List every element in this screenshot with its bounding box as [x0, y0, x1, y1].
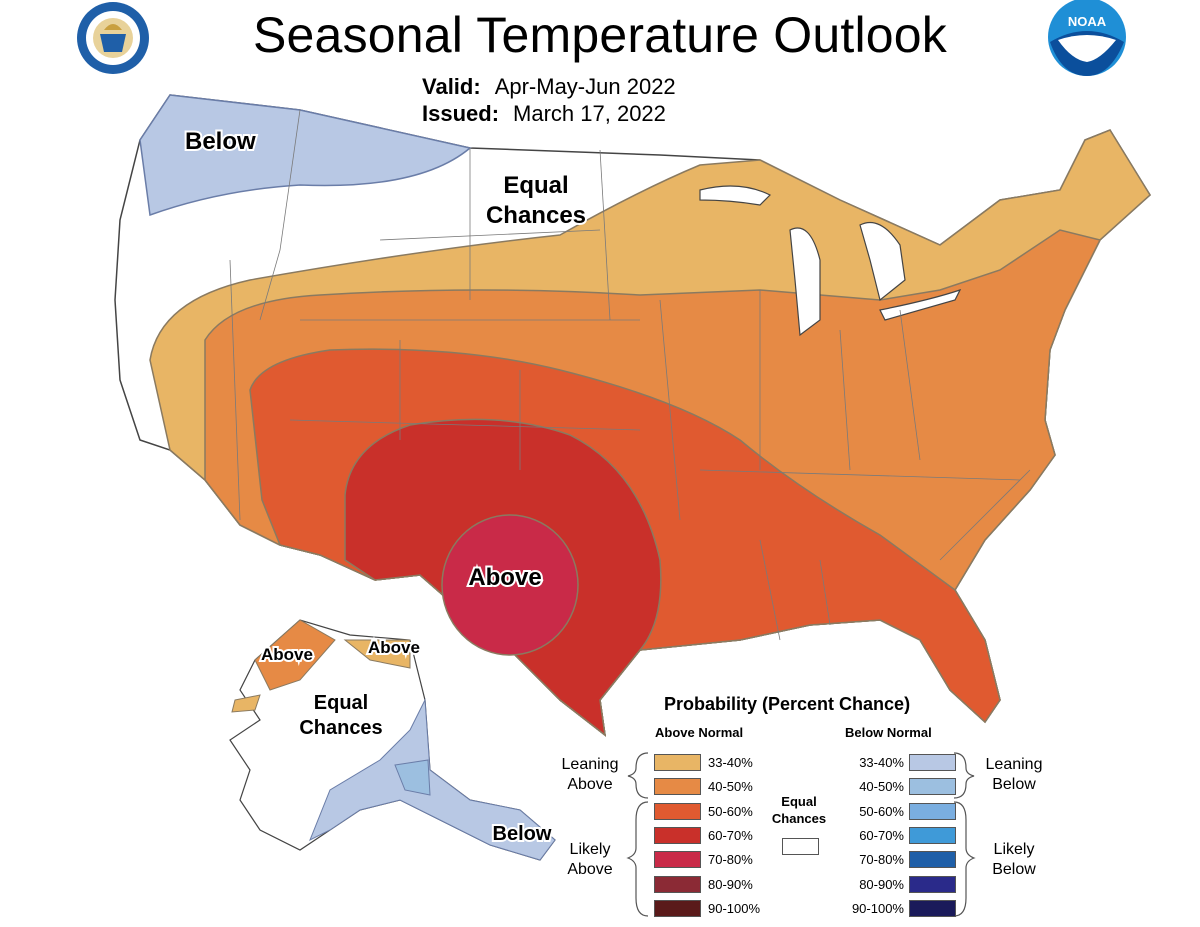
page-title: Seasonal Temperature Outlook	[253, 7, 947, 63]
legend-below-range: 70-80%	[859, 852, 904, 868]
legend-brackets	[626, 752, 976, 917]
legend-below-range: 90-100%	[851, 900, 904, 916]
legend-leaning-below: Leaning Below	[985, 756, 1043, 793]
issued-value: March 17, 2022	[513, 101, 666, 126]
legend-below-range: 40-50%	[859, 779, 904, 795]
legend-above-range: 40-50%	[708, 779, 753, 795]
zone-alaska-above-north	[343, 639, 411, 669]
legend-above-swatch	[654, 875, 701, 893]
zone-alaska-above-west	[254, 619, 336, 691]
valid-value: Apr-May-Jun 2022	[494, 74, 676, 99]
legend-above-swatch	[654, 778, 701, 796]
legend-equal-swatch	[782, 838, 819, 855]
zone-alaska-above-west-2	[231, 694, 261, 713]
legend-likely-above: Likely Above	[567, 841, 613, 878]
legend-above-swatch	[654, 754, 701, 771]
legend-likely-below: Likely Below	[992, 841, 1036, 878]
legend-above-range: 90-100%	[708, 900, 761, 916]
legend-title: Probability (Percent Chance)	[664, 694, 911, 714]
legend-equal-chances-label: Equal Chances	[771, 794, 827, 826]
legend-above-range: 80-90%	[708, 876, 753, 892]
label-equal-ak-1: Equal	[314, 692, 368, 714]
legend-above-range: 70-80%	[708, 852, 753, 868]
valid-line: Valid: Apr-May-Jun 2022	[422, 74, 676, 100]
legend-leaning-above: Leaning Above	[561, 756, 619, 793]
legend-below-swatch	[909, 754, 956, 771]
legend-below-swatch	[909, 899, 956, 917]
legend-below-range: 33-40%	[859, 755, 904, 770]
issued-label: Issued:	[422, 101, 500, 126]
legend-above-swatch	[654, 826, 701, 844]
great-lakes	[699, 185, 962, 337]
legend-below-range: 50-60%	[859, 803, 904, 819]
label-above-ak-north: Above	[368, 638, 420, 657]
label-below-ak-se: Below	[493, 823, 552, 845]
legend-above-swatch	[654, 851, 701, 869]
label-equal-line2: Chances	[486, 202, 586, 229]
zone-above-70-80	[441, 514, 579, 656]
zone-alaska-below-southeast	[309, 698, 556, 861]
valid-label: Valid:	[422, 74, 481, 99]
label-above-ak-west: Above	[261, 645, 313, 664]
state-lines	[229, 109, 1031, 641]
legend-above-swatch	[654, 802, 701, 820]
legend-below-swatch	[909, 778, 956, 796]
legend-above-range: 33-40%	[708, 755, 753, 770]
legend-below-range: 80-90%	[859, 876, 904, 892]
legend-below-header: Below Normal	[845, 725, 932, 740]
legend-above-range: 50-60%	[708, 803, 753, 819]
legend-below-swatch	[909, 802, 956, 820]
dept-of-commerce-seal	[77, 2, 149, 74]
legend-above-range: 60-70%	[708, 827, 753, 843]
zone-below-northwest	[139, 94, 472, 217]
noaa-logo: NOAA	[1048, 0, 1126, 76]
label-below-nw: Below	[185, 128, 256, 155]
label-above-south: Above	[468, 564, 541, 591]
legend-below-swatch	[909, 826, 956, 844]
label-equal-line1: Equal	[503, 172, 568, 199]
legend-above-swatch	[654, 899, 701, 917]
legend-below-range: 60-70%	[859, 827, 904, 843]
legend-above-header: Above Normal	[655, 725, 744, 740]
legend-below-swatch	[909, 875, 956, 893]
label-equal-ak-2: Chances	[299, 717, 382, 739]
zone-alaska-below-southeast-2	[394, 759, 431, 796]
legend-below-swatch	[909, 851, 956, 869]
svg-text:NOAA: NOAA	[1068, 14, 1107, 29]
issued-line: Issued: March 17, 2022	[422, 101, 666, 127]
